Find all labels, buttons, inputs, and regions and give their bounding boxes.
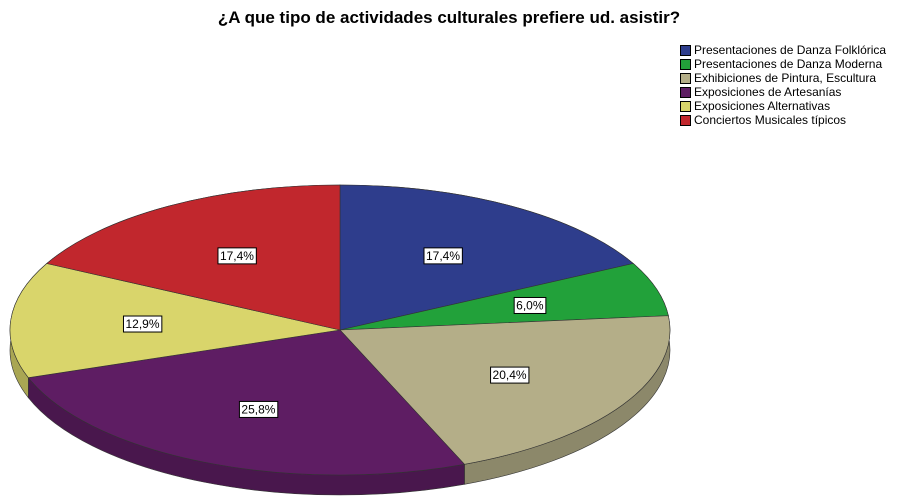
legend-label: Exposiciones Alternativas — [694, 99, 831, 113]
label-text: 17,4% — [426, 249, 460, 263]
legend-label: Presentaciones de Danza Folklórica — [694, 43, 887, 57]
label-box — [122, 315, 163, 333]
legend-swatch — [680, 45, 691, 56]
slice — [339, 263, 669, 331]
legend-item: Exposiciones Alternativas — [680, 99, 889, 113]
label-text: 25,8% — [241, 402, 275, 416]
legend-item: Conciertos Musicales típicos — [680, 113, 889, 127]
legend-swatch — [680, 101, 691, 112]
legend-swatch — [680, 87, 691, 98]
label-box — [490, 366, 530, 384]
label-text: 17,4% — [220, 249, 254, 263]
data-label: 20,4% — [490, 366, 530, 384]
data-label: 17,4% — [423, 247, 463, 265]
slice — [46, 184, 341, 331]
slice — [339, 315, 671, 465]
label-box — [238, 400, 279, 418]
legend-label: Presentaciones de Danza Moderna — [694, 57, 883, 71]
label-text: 6,0% — [516, 298, 544, 312]
legend-item: Exposiciones de Artesanías — [680, 85, 889, 99]
slice — [339, 184, 634, 331]
data-label: 25,8% — [238, 400, 279, 418]
label-box — [423, 247, 463, 265]
legend-swatch — [680, 115, 691, 126]
legend-item: Presentaciones de Danza Moderna — [680, 57, 889, 71]
legend-swatch — [680, 59, 691, 70]
data-label: 12,9% — [122, 315, 163, 333]
legend-item: Exhibiciones de Pintura, Escultura — [680, 71, 889, 85]
legend-label: Exhibiciones de Pintura, Escultura — [694, 71, 877, 85]
label-text: 12,9% — [125, 317, 159, 331]
slice — [9, 263, 341, 378]
label-text: 20,4% — [493, 368, 527, 382]
chart-title: ¿A que tipo de actividades culturales pr… — [217, 8, 681, 27]
legend-swatch — [680, 73, 691, 84]
legend: Presentaciones de Danza Folklórica Presen… — [680, 43, 889, 129]
label-box — [217, 247, 257, 265]
data-label: 17,4% — [217, 247, 257, 265]
label-box — [513, 296, 547, 314]
legend-label: Conciertos Musicales típicos — [694, 113, 847, 127]
legend-label: Exposiciones de Artesanías — [694, 85, 842, 99]
data-label: 6,0% — [513, 296, 547, 314]
legend-item: Presentaciones de Danza Folklórica — [680, 43, 889, 57]
